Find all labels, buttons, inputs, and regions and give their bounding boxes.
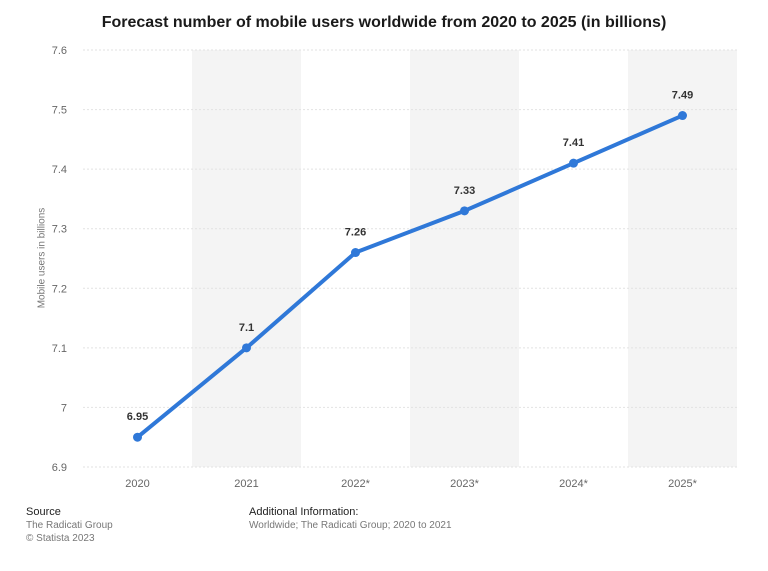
plot-band <box>192 50 301 467</box>
data-label: 7.33 <box>454 185 475 197</box>
grid-lines <box>83 49 737 468</box>
x-tick-label: 2023* <box>450 478 479 490</box>
data-label: 7.49 <box>672 90 693 102</box>
data-point[interactable] <box>242 343 251 353</box>
y-axis-ticks: 6.9 7 7.1 7.2 7.3 7.4 7.5 7.6 <box>52 45 67 474</box>
data-labels: 6.95 7.1 7.26 7.33 7.41 7.49 <box>127 90 693 424</box>
data-label: 7.1 <box>239 322 254 334</box>
info-heading: Additional Information: <box>249 506 359 518</box>
copyright[interactable]: © Statista 2023 <box>26 533 95 544</box>
source-heading: Source <box>26 506 61 518</box>
x-tick-label: 2021 <box>234 478 258 490</box>
chart-title: Forecast number of mobile users worldwid… <box>101 14 667 31</box>
x-axis-ticks: 2020 2021 2022* 2023* 2024* 2025* <box>125 478 697 490</box>
source-block: Source The Radicati Group © Statista 202… <box>26 506 113 545</box>
additional-info-block: Additional Information: Worldwide; The R… <box>249 506 452 532</box>
data-label: 7.26 <box>345 227 366 239</box>
data-point[interactable] <box>569 158 578 168</box>
y-tick-label: 7.6 <box>52 45 67 57</box>
x-tick-label: 2024* <box>559 478 588 490</box>
data-point[interactable] <box>133 432 142 442</box>
x-tick-label: 2020 <box>125 478 149 490</box>
y-tick-label: 7.2 <box>52 283 67 295</box>
x-tick-label: 2022* <box>341 478 370 490</box>
x-tick-label: 2025* <box>668 478 697 490</box>
plot-band <box>410 50 519 467</box>
data-point[interactable] <box>678 111 687 121</box>
data-point[interactable] <box>351 248 360 258</box>
y-tick-label: 7.5 <box>52 105 67 117</box>
plot-bands <box>192 50 737 467</box>
y-tick-label: 7.1 <box>52 343 67 355</box>
y-tick-label: 6.9 <box>52 462 67 474</box>
series-group <box>133 111 687 442</box>
series-line <box>135 113 685 440</box>
y-tick-label: 7.3 <box>52 224 67 236</box>
data-label: 6.95 <box>127 411 148 423</box>
y-tick-label: 7 <box>61 402 67 414</box>
data-point[interactable] <box>460 206 469 216</box>
source-name[interactable]: The Radicati Group <box>26 520 113 531</box>
info-text: Worldwide; The Radicati Group; 2020 to 2… <box>249 520 452 531</box>
data-label: 7.41 <box>563 137 584 149</box>
y-tick-label: 7.4 <box>52 164 67 176</box>
